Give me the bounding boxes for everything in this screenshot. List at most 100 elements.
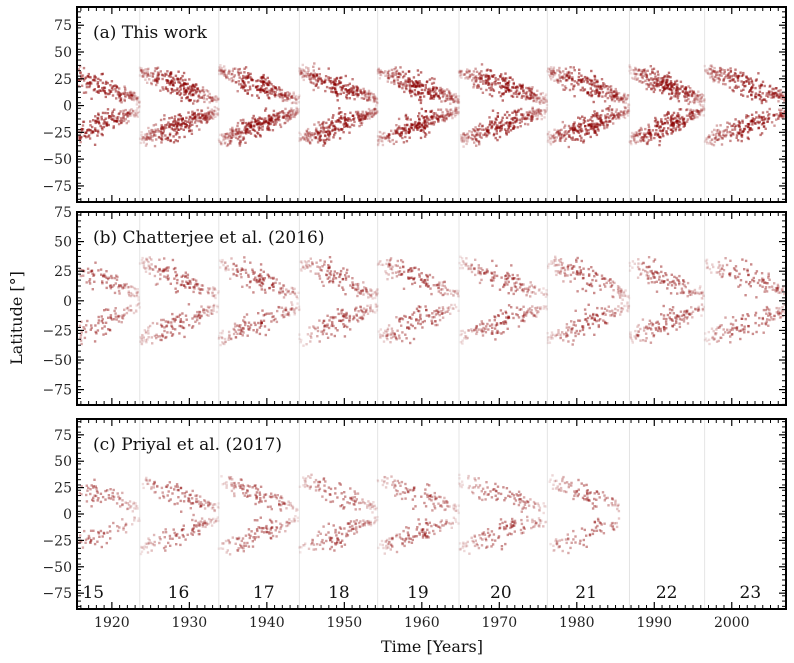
data-point [207,111,211,115]
data-point [166,138,170,142]
data-point [711,74,714,77]
data-point [94,115,97,118]
data-point [307,69,310,72]
data-point [646,131,650,135]
data-point [399,73,402,76]
data-point [684,86,687,89]
data-point [625,112,628,116]
data-point [631,134,635,137]
data-point [767,90,771,93]
data-point [371,115,375,118]
data-point [440,114,443,117]
data-point [535,98,539,101]
data-point [387,139,390,142]
data-point [138,74,142,77]
data-point [603,124,606,127]
data-point [221,134,224,137]
data-point [603,100,607,103]
data-point [212,99,215,102]
data-point [127,120,130,123]
data-point [622,95,625,98]
data-point [315,129,318,133]
data-point [105,124,108,127]
data-point [168,81,171,85]
data-point [605,107,608,111]
data-point [277,113,280,116]
data-point [430,115,433,119]
data-point [552,137,556,140]
y-tick-label: −75 [42,179,72,195]
data-point [177,315,180,318]
data-point [205,119,209,123]
data-point [490,120,494,123]
data-point [286,91,289,94]
data-point [651,71,654,74]
data-point [128,109,132,112]
data-point [232,67,235,71]
data-point [278,115,281,118]
data-point [580,136,583,140]
data-point [547,67,550,70]
data-point [205,313,209,317]
data-point [376,143,380,147]
data-point [484,75,488,78]
data-point [334,79,337,83]
data-point [307,139,310,143]
data-point [779,112,782,115]
data-point [529,96,533,100]
data-point [661,122,664,126]
data-point [462,139,465,142]
data-point [375,109,379,113]
data-point [310,133,313,136]
data-point [621,97,625,100]
data-point [773,91,777,95]
data-point [337,118,340,122]
data-point [468,69,471,72]
data-point [563,126,566,129]
data-point [696,110,700,113]
data-point [734,118,737,121]
data-point [532,95,535,98]
data-point [181,274,185,277]
data-point [138,101,141,104]
data-point [92,131,95,134]
data-point [395,130,398,133]
data-point [670,96,673,99]
data-point [552,140,556,143]
data-point [172,141,176,144]
data-point [445,94,449,97]
data-point [570,83,573,86]
data-point [577,78,581,82]
data-point [330,123,333,126]
data-point [361,92,364,96]
data-point [689,100,692,104]
data-point [151,135,154,138]
data-point [299,138,302,142]
data-point [550,72,553,76]
data-point [530,87,533,91]
data-point [146,70,149,74]
data-point [85,131,88,134]
data-point [80,84,84,87]
data-point [455,97,459,101]
data-point [559,137,563,140]
data-point [563,139,567,142]
data-point [195,279,198,282]
data-point [481,80,485,83]
data-point [469,74,472,77]
data-point [567,72,571,75]
data-point [595,133,599,137]
data-point [173,277,176,280]
data-point [216,306,219,309]
data-point [362,97,365,100]
data-point [511,118,515,122]
data-point [546,133,549,136]
data-point [432,95,435,98]
data-point [745,116,748,119]
data-point [363,117,366,120]
data-point [182,284,186,287]
data-point [730,124,733,128]
data-point [689,110,692,113]
data-point [283,93,286,97]
data-point [240,130,243,133]
